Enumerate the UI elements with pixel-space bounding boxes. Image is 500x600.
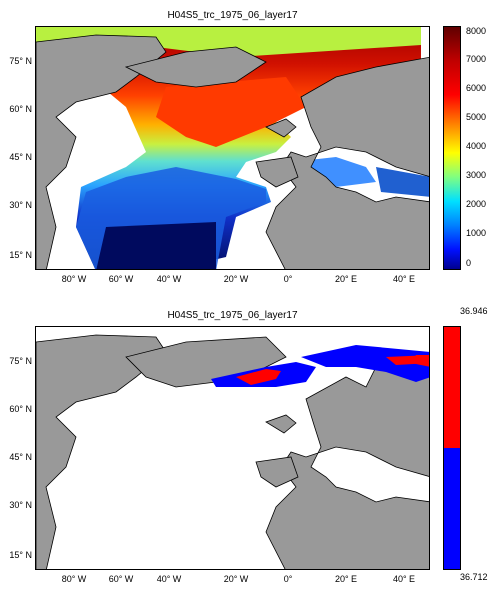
x-tick-60w: 60° W: [108, 274, 134, 284]
x-tick-40e: 40° E: [392, 574, 416, 584]
x-tick-40w: 40° W: [156, 574, 182, 584]
y-tick-15n: 15° N: [9, 250, 32, 260]
x-tick-20w: 20° W: [223, 274, 249, 284]
colorbar-min-label: 36.712: [460, 572, 488, 582]
colorbar-tick-8000: 8000: [466, 26, 487, 36]
colorbar-tick-5000: 5000: [466, 112, 487, 122]
y-tick-45n: 45° N: [9, 452, 32, 462]
x-tick-40e: 40° E: [392, 274, 416, 284]
tracer-patches: [211, 345, 429, 387]
colorbar: [443, 326, 461, 570]
y-tick-60n: 60° N: [9, 404, 32, 414]
y-tick-30n: 30° N: [9, 200, 32, 210]
land-mask: [36, 34, 429, 269]
top-map-frame: [35, 26, 430, 270]
y-tick-75n: 75° N: [9, 56, 32, 66]
x-tick-0: 0°: [283, 274, 293, 284]
colorbar-tick-3000: 3000: [466, 170, 487, 180]
x-tick-80w: 80° W: [61, 574, 87, 584]
top-map-panel: H04S5_trc_1975_06_layer17: [9, 10, 487, 284]
map-title: H04S5_trc_1975_06_layer17: [167, 10, 298, 21]
y-tick-15n: 15° N: [9, 550, 32, 560]
y-tick-75n: 75° N: [9, 356, 32, 366]
top-map-svg: [36, 27, 429, 269]
colorbar-tick-4000: 4000: [466, 141, 487, 151]
bottom-map-svg: [36, 334, 429, 569]
colorbar-tick-0: 0: [466, 258, 472, 268]
colorbar-tick-1000: 1000: [466, 228, 487, 238]
colorbar-high-segment: [444, 327, 460, 448]
colorbar-tick-6000: 6000: [466, 83, 487, 93]
colorbar-low-segment: [444, 448, 460, 569]
y-tick-30n: 30° N: [9, 500, 32, 510]
x-tick-20e: 20° E: [334, 574, 358, 584]
y-tick-60n: 60° N: [9, 104, 32, 114]
colorbar: [443, 26, 461, 270]
bottom-map-frame: [35, 326, 430, 570]
x-tick-0: 0°: [283, 574, 293, 584]
y-tick-45n: 45° N: [9, 152, 32, 162]
bottom-map-panel: H04S5_trc_1975_06_layer17 75° N 60° N 45…: [0, 300, 500, 600]
x-tick-80w: 80° W: [61, 274, 87, 284]
x-tick-60w: 60° W: [108, 574, 134, 584]
colorbar-tick-7000: 7000: [466, 54, 487, 64]
x-tick-20w: 20° W: [223, 574, 249, 584]
x-tick-20e: 20° E: [334, 274, 358, 284]
colorbar-max-label: 36.946: [460, 306, 488, 316]
map-title: H04S5_trc_1975_06_layer17: [167, 310, 298, 321]
colorbar-tick-2000: 2000: [466, 199, 487, 209]
x-tick-40w: 40° W: [156, 274, 182, 284]
land-mask: [36, 334, 429, 569]
